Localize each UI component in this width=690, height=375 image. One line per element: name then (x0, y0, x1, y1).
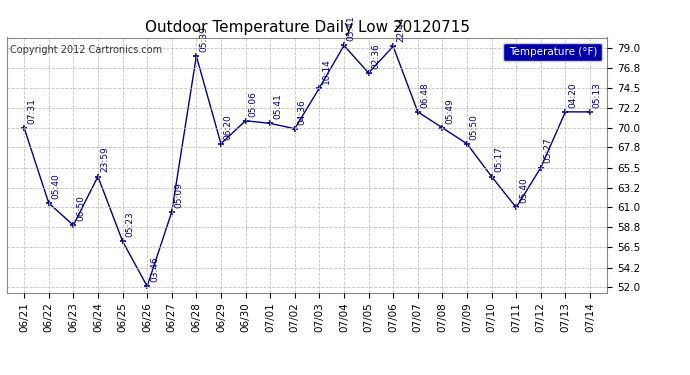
Text: 22:44: 22:44 (396, 17, 405, 42)
Text: 05:41: 05:41 (347, 15, 356, 41)
Text: 06:20: 06:20 (224, 114, 233, 140)
Text: 02:36: 02:36 (371, 43, 380, 69)
Text: 04:36: 04:36 (297, 99, 306, 124)
Text: 05:49: 05:49 (445, 98, 454, 124)
Text: 05:23: 05:23 (126, 211, 135, 237)
Text: 10:14: 10:14 (322, 58, 331, 84)
Text: 05:13: 05:13 (593, 82, 602, 108)
Legend: Temperature (°F): Temperature (°F) (503, 43, 602, 61)
Title: Outdoor Temperature Daily Low 20120715: Outdoor Temperature Daily Low 20120715 (144, 20, 470, 35)
Text: 05:27: 05:27 (544, 138, 553, 164)
Text: 05:39: 05:39 (199, 26, 208, 52)
Text: 05:17: 05:17 (494, 147, 503, 172)
Text: 06:48: 06:48 (420, 82, 430, 108)
Text: 05:50: 05:50 (470, 114, 479, 140)
Text: 05:40: 05:40 (519, 178, 528, 203)
Text: 03:46: 03:46 (150, 256, 159, 282)
Text: 07:31: 07:31 (27, 98, 36, 124)
Text: 04:20: 04:20 (568, 82, 577, 108)
Text: 23:59: 23:59 (101, 147, 110, 172)
Text: Copyright 2012 Cartronics.com: Copyright 2012 Cartronics.com (10, 45, 162, 55)
Text: 06:50: 06:50 (76, 195, 85, 221)
Text: 05:06: 05:06 (248, 91, 257, 117)
Text: 05:09: 05:09 (175, 182, 184, 208)
Text: 05:41: 05:41 (273, 93, 282, 119)
Text: 05:40: 05:40 (52, 173, 61, 199)
